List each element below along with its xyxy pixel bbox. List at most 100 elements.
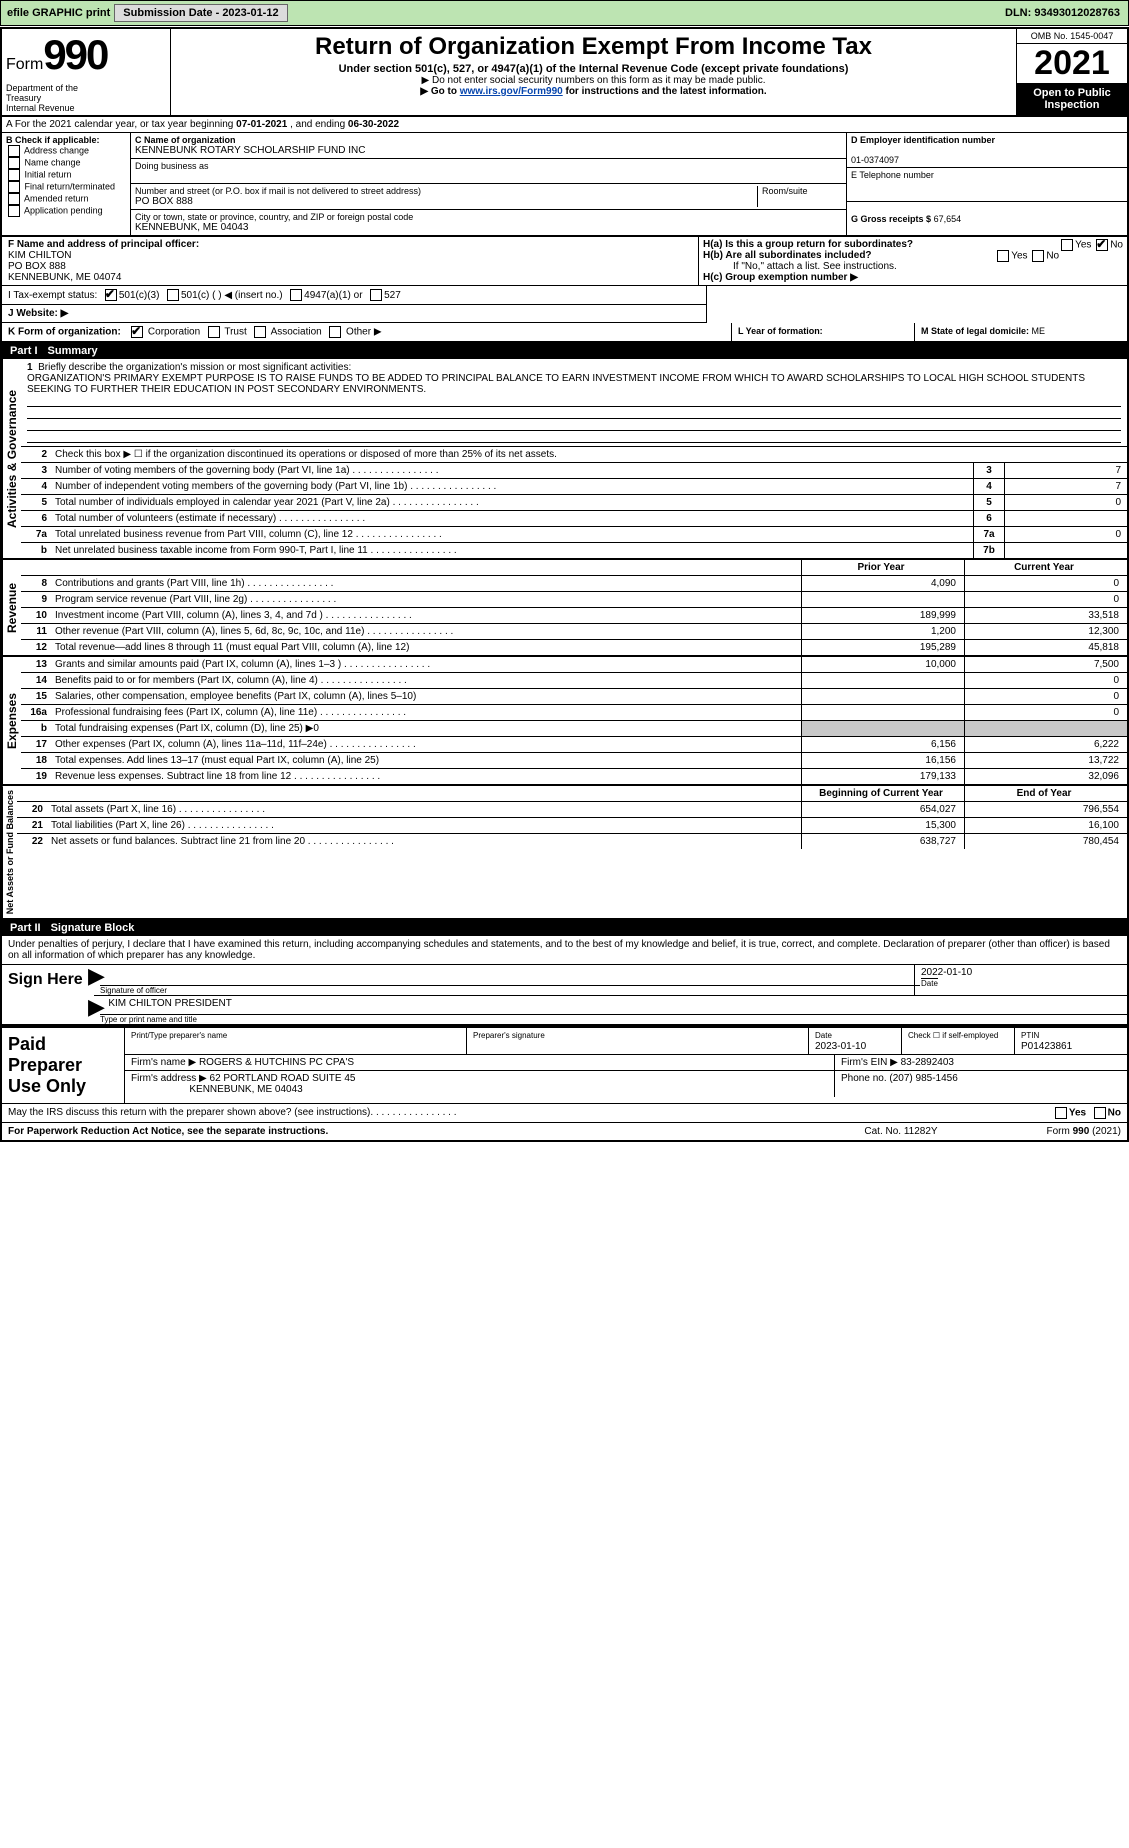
i-opt-3: 527 — [384, 290, 401, 301]
block-h: H(a) Is this a group return for subordin… — [698, 237, 1127, 285]
firm-name: ROGERS & HUTCHINS PC CPA'S — [199, 1057, 354, 1068]
rev-row-12: 12Total revenue—add lines 8 through 11 (… — [21, 640, 1127, 656]
line-7b: bNet unrelated business taxable income f… — [21, 542, 1127, 558]
dba-label: Doing business as — [135, 161, 842, 171]
exp-row-17: 17Other expenses (Part IX, column (A), l… — [21, 737, 1127, 753]
sig-typed-name: KIM CHILTON PRESIDENT — [108, 998, 232, 1009]
l-label: L Year of formation: — [738, 326, 823, 336]
tax-year: 2021 — [1017, 44, 1127, 83]
checkbox-amended-return[interactable] — [8, 193, 20, 205]
may-irs-row: May the IRS discuss this return with the… — [2, 1103, 1127, 1122]
city-label: City or town, state or province, country… — [135, 212, 842, 222]
dept-label: Department of theTreasuryInternal Revenu… — [6, 83, 78, 113]
b-opt-1: Name change — [25, 157, 81, 167]
l5-desc: Total number of individuals employed in … — [51, 495, 973, 510]
i-opt-2: 4947(a)(1) or — [304, 290, 362, 301]
line-5: 5Total number of individuals employed in… — [21, 494, 1127, 510]
may-no[interactable] — [1094, 1107, 1106, 1119]
m-label: M State of legal domicile: — [921, 326, 1032, 336]
form-header: Form990 Department of theTreasuryInterna… — [2, 29, 1127, 117]
k-other[interactable] — [329, 326, 341, 338]
submission-date-button[interactable]: Submission Date - 2023-01-12 — [114, 4, 287, 22]
block-fh: F Name and address of principal officer:… — [2, 237, 1127, 286]
line-3: 3Number of voting members of the governi… — [21, 462, 1127, 478]
form-word: Form — [6, 56, 43, 73]
paid-h1: Print/Type preparer's name — [131, 1031, 227, 1040]
checkbox-initial-return[interactable] — [8, 169, 20, 181]
checkbox-final-return[interactable] — [8, 181, 20, 193]
paid-h3: Date — [815, 1031, 832, 1040]
ein-value: 01-0374097 — [851, 155, 899, 165]
dba-row: Doing business as — [131, 159, 846, 184]
net-section: Net Assets or Fund Balances Beginning of… — [2, 786, 1127, 920]
rev-row-8: 8Contributions and grants (Part VIII, li… — [21, 576, 1127, 592]
irs-link[interactable]: www.irs.gov/Form990 — [460, 86, 563, 97]
l3-desc: Number of voting members of the governin… — [51, 463, 973, 478]
l3-val: 7 — [1004, 463, 1127, 478]
i-501c[interactable] — [167, 289, 179, 301]
signature-block: Under penalties of perjury, I declare th… — [2, 936, 1127, 1026]
firm-label: Firm's name ▶ — [131, 1057, 196, 1068]
period-label: A For the 2021 calendar year, or tax yea… — [6, 119, 236, 130]
b-header: B Check if applicable: — [6, 135, 100, 145]
gov-section: Activities & Governance 1 Briefly descri… — [2, 359, 1127, 560]
col-current: Current Year — [965, 560, 1128, 576]
may-yes-label: Yes — [1069, 1108, 1086, 1119]
checkbox-name-change[interactable] — [8, 157, 20, 169]
i-501c3[interactable] — [105, 289, 117, 301]
city-value: KENNEBUNK, ME 04043 — [135, 222, 842, 233]
i-527[interactable] — [370, 289, 382, 301]
block-b: B Check if applicable: Address change Na… — [2, 133, 131, 235]
firm-phone: (207) 985-1456 — [889, 1073, 957, 1084]
hb-note: If "No," attach a list. See instructions… — [703, 261, 1123, 272]
block-right: D Employer identification number 01-0374… — [846, 133, 1127, 235]
form-note1: ▶ Do not enter social security numbers o… — [177, 75, 1010, 86]
room-label: Room/suite — [762, 186, 808, 196]
mission-block: 1 Briefly describe the organization's mi… — [21, 359, 1127, 446]
ha-yes[interactable] — [1061, 239, 1073, 251]
hb-yes[interactable] — [997, 250, 1009, 262]
sig-typed-label: Type or print name and title — [100, 1014, 1129, 1024]
ein-label: Firm's EIN ▶ — [841, 1057, 898, 1068]
l6-num: 6 — [973, 511, 1004, 526]
hb-no[interactable] — [1032, 250, 1044, 262]
hc-label: H(c) Group exemption number ▶ — [703, 272, 858, 283]
l7a-val: 0 — [1004, 527, 1127, 542]
may-no-label: No — [1108, 1108, 1121, 1119]
firm-addr: 62 PORTLAND ROAD SUITE 45 — [210, 1073, 356, 1084]
form-990: Form990 Department of theTreasuryInterna… — [0, 27, 1129, 1142]
officer-name: KIM CHILTON — [8, 250, 72, 261]
k-corp[interactable] — [131, 326, 143, 338]
k-label: K Form of organization: — [8, 327, 121, 338]
k-assoc[interactable] — [254, 326, 266, 338]
i-opt-0: 501(c)(3) — [119, 290, 160, 301]
m-value: ME — [1032, 326, 1046, 336]
part1-num: Part I — [10, 345, 38, 357]
e-label: E Telephone number — [851, 170, 934, 180]
row-l: L Year of formation: — [731, 323, 914, 341]
net-row-20: 20Total assets (Part X, line 16)654,0277… — [17, 802, 1127, 818]
rev-sidelabel: Revenue — [2, 560, 21, 655]
revenue-section: Revenue Prior Year Current Year 8Contrib… — [2, 560, 1127, 657]
may-yes[interactable] — [1055, 1107, 1067, 1119]
l5-val: 0 — [1004, 495, 1127, 510]
sig-declaration: Under penalties of perjury, I declare th… — [2, 936, 1127, 965]
line-4: 4Number of independent voting members of… — [21, 478, 1127, 494]
row-m: M State of legal domicile: ME — [914, 323, 1127, 341]
k-opt-0: Corporation — [148, 327, 200, 338]
i-4947[interactable] — [290, 289, 302, 301]
net-sidelabel: Net Assets or Fund Balances — [2, 786, 17, 918]
checkbox-address-change[interactable] — [8, 145, 20, 157]
k-trust[interactable] — [208, 326, 220, 338]
efile-label: efile GRAPHIC print — [7, 7, 110, 19]
street-value: PO BOX 888 — [135, 196, 193, 207]
ha-no[interactable] — [1096, 239, 1108, 251]
street-row: Number and street (or P.O. box if mail i… — [131, 184, 846, 210]
form-number: 990 — [43, 31, 107, 78]
paid-ptin: P01423861 — [1021, 1041, 1072, 1052]
net-row-22: 22Net assets or fund balances. Subtract … — [17, 834, 1127, 850]
line-7a: 7aTotal unrelated business revenue from … — [21, 526, 1127, 542]
line-2: 2 Check this box ▶ ☐ if the organization… — [21, 446, 1127, 462]
checkbox-app-pending[interactable] — [8, 205, 20, 217]
paid-preparer-block: Paid Preparer Use Only Print/Type prepar… — [2, 1026, 1127, 1103]
